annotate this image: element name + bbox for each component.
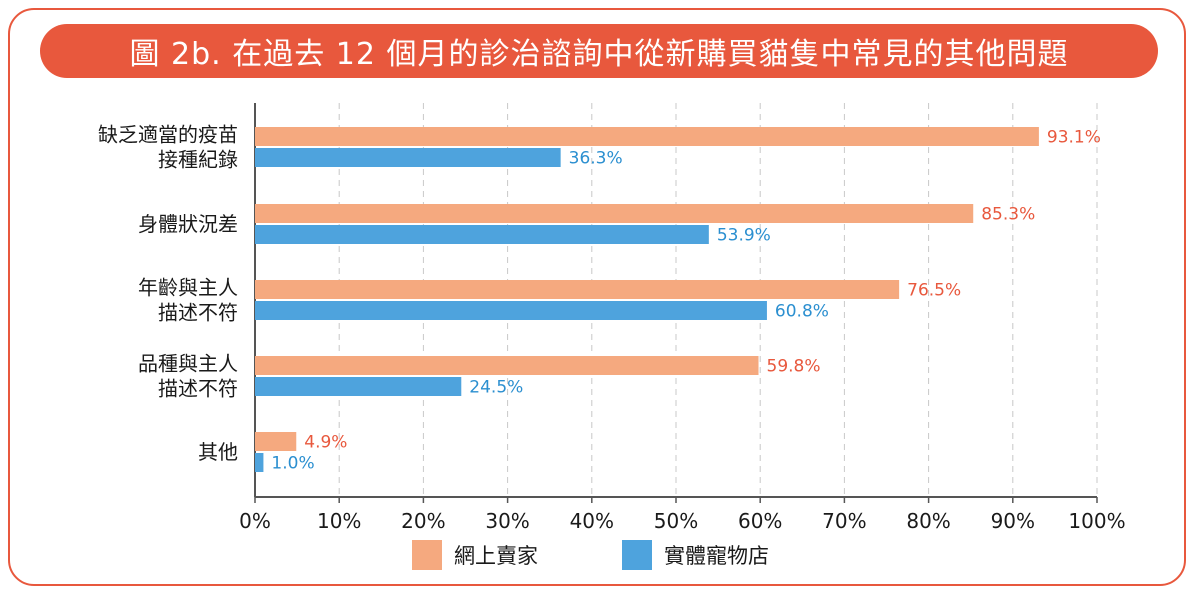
legend-label-store: 實體寵物店 bbox=[664, 544, 769, 568]
bar-online bbox=[255, 280, 900, 299]
x-tick-label: 80% bbox=[906, 509, 950, 533]
legend-swatch-store bbox=[622, 540, 652, 570]
data-label: 53.9% bbox=[717, 226, 771, 246]
data-label: 4.9% bbox=[304, 433, 347, 453]
legend: 網上賣家 實體寵物店 bbox=[0, 540, 1198, 576]
bar-store bbox=[255, 377, 462, 396]
x-tick-label: 30% bbox=[485, 509, 529, 533]
x-tick-label: 90% bbox=[991, 509, 1035, 533]
x-tick-label: 0% bbox=[239, 509, 271, 533]
legend-item-store: 實體寵物店 bbox=[622, 540, 769, 570]
x-tick-label: 10% bbox=[317, 509, 361, 533]
data-label: 59.8% bbox=[767, 357, 821, 377]
data-label: 36.3% bbox=[569, 149, 623, 169]
data-label: 76.5% bbox=[907, 281, 961, 301]
bar-store bbox=[255, 148, 561, 167]
data-label: 60.8% bbox=[775, 302, 829, 322]
bar-online bbox=[255, 356, 759, 375]
x-tick-label: 50% bbox=[654, 509, 698, 533]
category-label: 接種紀錄 bbox=[158, 148, 238, 172]
x-tick-label: 70% bbox=[822, 509, 866, 533]
legend-swatch-online bbox=[412, 540, 442, 570]
category-label: 描述不符 bbox=[158, 301, 238, 325]
data-label: 1.0% bbox=[271, 454, 314, 474]
x-tick-label: 60% bbox=[738, 509, 782, 533]
x-tick-label: 100% bbox=[1068, 509, 1125, 533]
category-label: 缺乏適當的疫苗 bbox=[98, 123, 238, 147]
bar-store bbox=[255, 301, 767, 320]
bar-online bbox=[255, 127, 1039, 146]
card-frame bbox=[8, 8, 1186, 586]
x-tick-label: 20% bbox=[401, 509, 445, 533]
bar-online bbox=[255, 204, 974, 223]
data-label: 24.5% bbox=[469, 378, 523, 398]
x-tick-label: 40% bbox=[570, 509, 614, 533]
bar-chart: 0% 10% 20% 30% 40% 50% 60% 70% 80% 90% 100% 93.1% 36… bbox=[98, 103, 1126, 533]
legend-item-online: 網上賣家 bbox=[412, 540, 538, 570]
legend-label-online: 網上賣家 bbox=[454, 544, 538, 568]
category-label: 身體狀況差 bbox=[138, 212, 238, 236]
data-label: 85.3% bbox=[981, 205, 1035, 225]
data-label: 93.1% bbox=[1047, 128, 1101, 148]
category-label: 品種與主人 bbox=[138, 352, 238, 376]
category-label: 年齡與主人 bbox=[138, 276, 238, 300]
title-banner: 圖 2b. 在過去 12 個月的診治諮詢中從新購買貓隻中常見的其他問題 bbox=[40, 24, 1158, 78]
category-label: 描述不符 bbox=[158, 377, 238, 401]
bar-store bbox=[255, 225, 709, 244]
bar-store bbox=[255, 453, 264, 472]
category-label: 其他 bbox=[198, 440, 238, 464]
chart-title: 圖 2b. 在過去 12 個月的診治諮詢中從新購買貓隻中常見的其他問題 bbox=[129, 37, 1069, 72]
bar-online bbox=[255, 432, 297, 451]
